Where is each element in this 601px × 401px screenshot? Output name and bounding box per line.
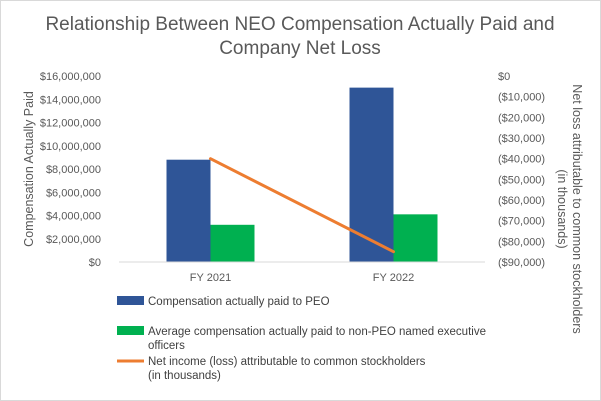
legend: Compensation actually paid to PEO Average… (117, 296, 486, 382)
left-axis-tick-label: $6,000,000 (46, 187, 101, 199)
category-label: FY 2022 (373, 272, 414, 284)
net-loss-line (209, 157, 395, 254)
net-loss-line-segment (209, 157, 395, 254)
left-axis-tick-label: $2,000,000 (46, 234, 101, 246)
right-axis-tick-label: ($80,000) (498, 236, 545, 248)
right-axis-tick-label: ($10,000) (498, 92, 545, 104)
bars (166, 87, 438, 262)
legend-swatch (117, 296, 144, 305)
left-axis-tick-label: $10,000,000 (40, 141, 101, 153)
left-axis-tick-label: $4,000,000 (46, 211, 101, 223)
legend-label: Compensation actually paid to PEO (148, 296, 330, 308)
legend-label-line: (in thousands) (148, 370, 221, 382)
bar-series-2-fy-2021 (210, 224, 255, 262)
right-axis-tick-label: ($20,000) (498, 112, 545, 124)
right-axis-title-line: (in thousands) (555, 169, 569, 248)
chart-title-line: Relationship Between NEO Compensation Ac… (45, 14, 554, 35)
right-axis-title: Net loss attributable to common stockhol… (555, 84, 584, 333)
right-axis-tick-label: ($90,000) (498, 257, 545, 269)
left-axis-tick-label: $12,000,000 (40, 118, 101, 130)
chart-title: Relationship Between NEO Compensation Ac… (45, 14, 554, 59)
left-axis-tick-label: $0 (89, 257, 101, 269)
category-labels: FY 2021 FY 2022 (190, 272, 414, 284)
legend-swatch (117, 326, 144, 335)
left-axis-title-text: Compensation Actually Paid (22, 91, 36, 247)
bar-series-1-fy-2021 (166, 159, 211, 262)
legend-label-line: officers (148, 340, 185, 352)
right-axis-ticks: ($90,000) ($80,000) ($70,000) ($60,000) ($50… (498, 71, 545, 269)
right-axis-tick-label: ($30,000) (498, 133, 545, 145)
right-axis-tick-label: ($40,000) (498, 154, 545, 166)
left-axis-tick-label: $8,000,000 (46, 164, 101, 176)
right-axis-tick-label: $0 (498, 71, 510, 83)
legend-label-line: Average compensation actually paid to no… (148, 326, 486, 338)
left-axis-title: Compensation Actually Paid (22, 91, 36, 247)
left-axis-tick-label: $14,000,000 (40, 94, 101, 106)
left-axis-ticks: $0 $2,000,000 $4,000,000 $6,000,000 $8,000,0… (40, 71, 101, 269)
right-axis-tick-label: ($70,000) (498, 216, 545, 228)
legend-label-line: Net income (loss) attributable to common… (148, 356, 426, 368)
right-axis-tick-label: ($60,000) (498, 195, 545, 207)
category-label: FY 2021 (190, 272, 231, 284)
bar-series-1-fy-2022 (349, 87, 394, 262)
right-axis-tick-label: ($50,000) (498, 174, 545, 186)
chart-title-line: Company Net Loss (219, 38, 381, 59)
left-axis-tick-label: $16,000,000 (40, 71, 101, 83)
right-axis-title-line: Net loss attributable to common stockhol… (570, 84, 584, 333)
bar-series-2-fy-2022 (393, 214, 438, 262)
